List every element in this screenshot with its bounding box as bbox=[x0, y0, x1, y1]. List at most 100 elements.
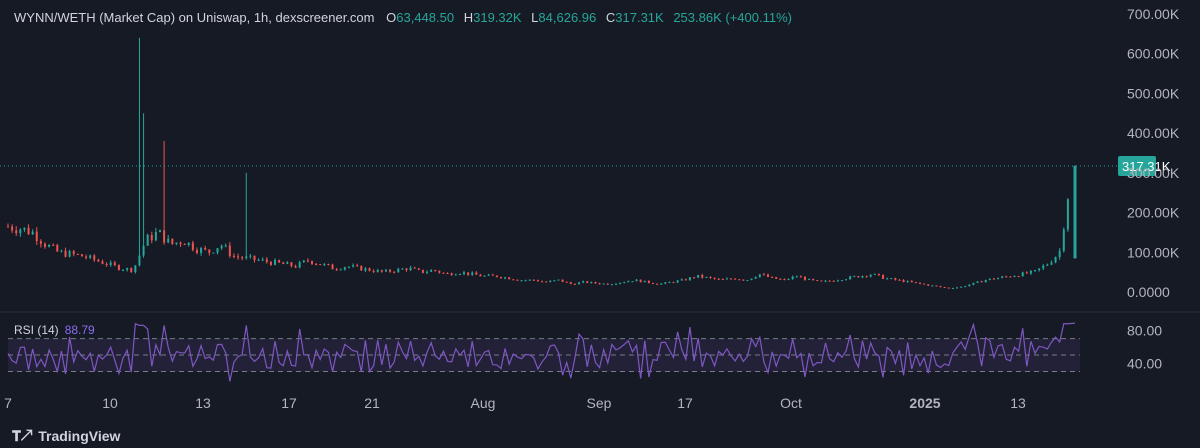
candle-body bbox=[1009, 276, 1012, 278]
candle-body bbox=[886, 278, 889, 280]
candle-body bbox=[779, 278, 782, 280]
candle-body bbox=[122, 269, 125, 271]
candle-body bbox=[590, 282, 593, 284]
candle-body bbox=[126, 268, 129, 270]
price-pane[interactable]: 317.31K bbox=[0, 37, 1171, 289]
candle-body bbox=[693, 277, 696, 279]
candle-body bbox=[35, 231, 38, 242]
candle-body bbox=[265, 259, 268, 262]
candle-body bbox=[984, 279, 987, 283]
candle-body bbox=[791, 276, 794, 280]
candle-body bbox=[734, 278, 737, 280]
candle-body bbox=[11, 226, 14, 231]
candle-body bbox=[750, 278, 753, 281]
candle-body bbox=[208, 249, 211, 253]
candle-body bbox=[393, 271, 396, 273]
candle-body bbox=[672, 282, 675, 284]
candle-body bbox=[232, 255, 235, 257]
candle-body bbox=[799, 276, 802, 278]
candle-body bbox=[80, 254, 83, 257]
candle-body bbox=[935, 285, 938, 287]
rsi-label: RSI (14) bbox=[14, 323, 59, 337]
candle-body bbox=[426, 271, 429, 273]
candle-body bbox=[487, 274, 490, 276]
candle-body bbox=[914, 282, 917, 284]
candle-body bbox=[532, 279, 535, 281]
candle-body bbox=[360, 265, 363, 271]
candle-body bbox=[450, 273, 453, 276]
time-tick-label: 13 bbox=[195, 395, 211, 411]
candle-body bbox=[1013, 276, 1016, 278]
candle-body bbox=[15, 230, 18, 234]
candle-body bbox=[167, 238, 170, 243]
candle-body bbox=[64, 250, 67, 257]
candle-body bbox=[561, 279, 564, 282]
time-tick-label: Oct bbox=[780, 395, 802, 411]
candle-body bbox=[183, 243, 186, 245]
candle-body bbox=[902, 279, 905, 283]
candle-body bbox=[72, 251, 75, 255]
candle-body bbox=[664, 282, 667, 284]
candle-body bbox=[684, 279, 687, 281]
candle-body bbox=[520, 280, 523, 282]
chart-legend: WYNN/WETH (Market Cap) on Uniswap, 1h, d… bbox=[14, 10, 792, 25]
candle-body bbox=[434, 270, 437, 272]
candle-body bbox=[988, 278, 991, 280]
candle-body bbox=[845, 279, 848, 281]
brand-label: TradingView bbox=[38, 428, 121, 444]
candle-body bbox=[105, 263, 108, 266]
candle-body bbox=[204, 247, 207, 250]
rsi-pane[interactable] bbox=[7, 322, 1080, 382]
candle-body bbox=[1054, 257, 1057, 263]
candle-body bbox=[442, 272, 445, 274]
candle-body bbox=[343, 267, 346, 270]
candle-body bbox=[245, 256, 248, 259]
candle-body bbox=[380, 270, 383, 272]
candle-body bbox=[651, 282, 654, 284]
candle-body bbox=[1025, 272, 1028, 274]
candle-body bbox=[873, 273, 876, 275]
candle-body bbox=[939, 286, 942, 288]
symbol-label: WYNN/WETH (Market Cap) on Uniswap, 1h, d… bbox=[14, 10, 375, 25]
candle-body bbox=[606, 283, 609, 285]
candle-body bbox=[1038, 268, 1041, 271]
candle-body bbox=[890, 278, 893, 280]
candle-body bbox=[134, 265, 137, 273]
candle-body bbox=[512, 279, 515, 281]
candle-body bbox=[767, 274, 769, 277]
candle-body bbox=[721, 279, 724, 281]
price-tick-label: 600.00K bbox=[1127, 46, 1180, 62]
price-tick-label: 700.00K bbox=[1127, 6, 1180, 22]
candle-body bbox=[602, 283, 605, 285]
candle-body bbox=[725, 278, 728, 280]
candle-body bbox=[610, 284, 613, 286]
candle-body bbox=[93, 255, 96, 260]
candle-body bbox=[812, 278, 815, 281]
candle-body bbox=[220, 245, 223, 249]
candle-body bbox=[306, 260, 309, 262]
candle-body bbox=[508, 277, 511, 280]
candle-body bbox=[865, 275, 868, 277]
candle-body bbox=[861, 275, 864, 278]
candle-body bbox=[274, 260, 277, 265]
candle-body bbox=[643, 280, 646, 283]
candle-body bbox=[187, 242, 190, 245]
candle-body bbox=[943, 287, 946, 289]
candle-body bbox=[553, 280, 556, 282]
tradingview-logo[interactable]: 𝐓↗ TradingView bbox=[12, 428, 120, 445]
candle-body bbox=[1046, 264, 1049, 266]
candle-body bbox=[762, 274, 765, 276]
candle-body bbox=[27, 227, 30, 235]
candle-body bbox=[828, 280, 831, 282]
candle-body bbox=[972, 282, 975, 285]
candle-body bbox=[906, 280, 909, 283]
candle-body bbox=[717, 278, 720, 280]
candle-body bbox=[339, 269, 342, 271]
candle-body bbox=[298, 262, 301, 268]
candle-body bbox=[528, 279, 531, 281]
candle-body bbox=[475, 272, 478, 275]
candle-body bbox=[331, 264, 334, 270]
candle-body bbox=[438, 270, 441, 273]
candle-body bbox=[849, 276, 852, 280]
